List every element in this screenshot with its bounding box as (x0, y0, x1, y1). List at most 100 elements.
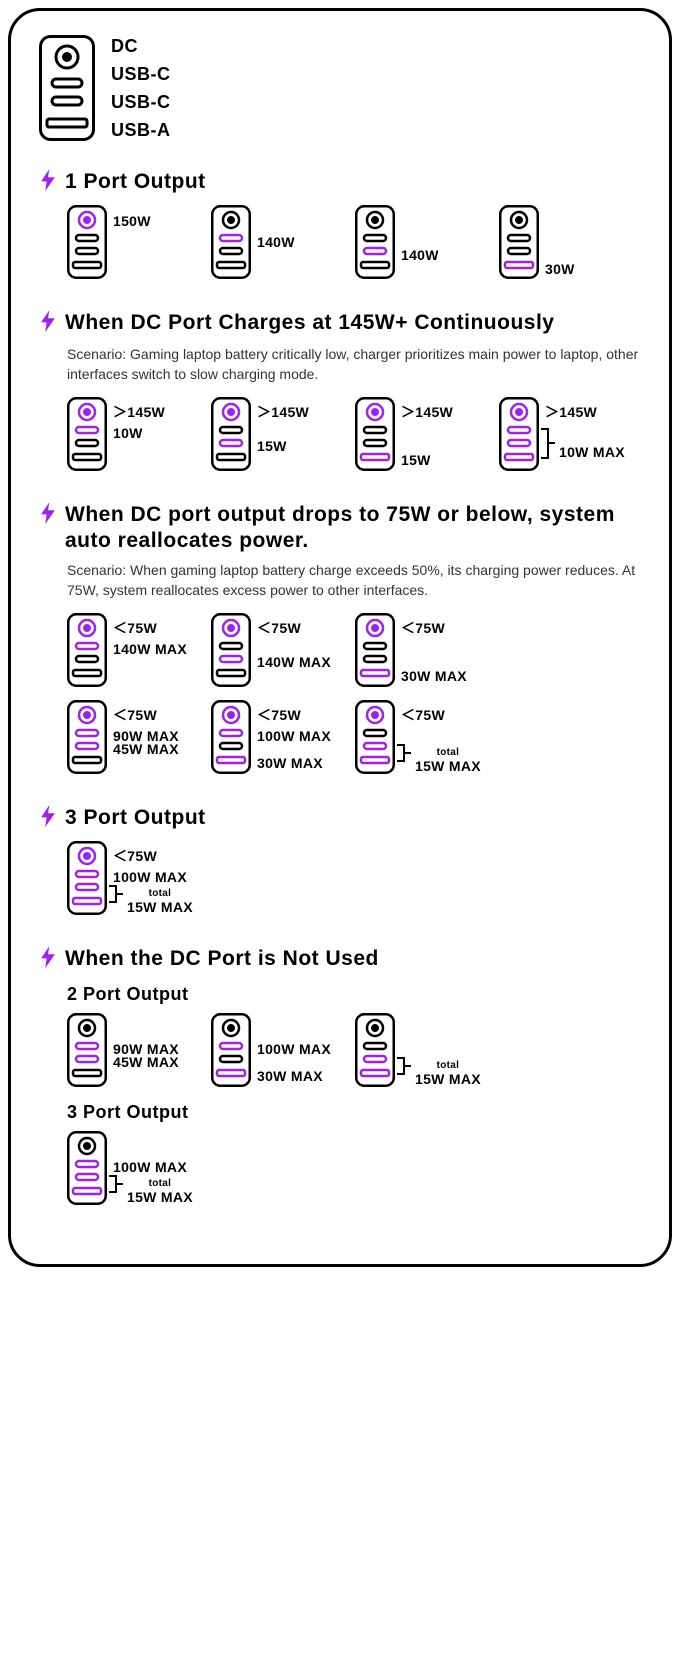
section-title: 1 Port Output (65, 169, 206, 195)
charger-labels: ＜75W140W MAX (257, 615, 327, 689)
charger-icon (211, 397, 251, 476)
bracket-tick (117, 893, 123, 895)
section: When the DC Port is Not Used 2 Port Outpu… (39, 946, 641, 1210)
charger-unit: ＞145W 15W (355, 397, 471, 476)
section: When DC port output drops to 75W or belo… (39, 502, 641, 779)
charger-unit: ＜75W140W MAX (67, 613, 183, 692)
wattage-label: 15W MAX (127, 1189, 193, 1207)
charger-row: 150W 140W 140W 30W (67, 205, 641, 284)
wattage-label: 150W (113, 213, 151, 231)
charger-unit: ＜75W140W MAX (211, 613, 327, 692)
bracket (397, 744, 405, 762)
charger-labels: 90W MAX45W MAX (113, 1015, 183, 1089)
charger-row: ＜75W100W MAXtotal15W MAX (67, 841, 641, 920)
wattage-label: ＞145W (257, 404, 309, 422)
charger-icon (355, 397, 395, 476)
bracket-tick (117, 1183, 123, 1185)
charger-labels: 140W (257, 208, 327, 282)
charger-unit: 90W MAX45W MAX (67, 1013, 183, 1092)
bracket-tick (405, 752, 411, 754)
section-title: 3 Port Output (65, 805, 206, 831)
wattage-label: 140W MAX (257, 654, 331, 672)
wattage-label: 100W MAX (113, 1159, 187, 1177)
charger-unit: 140W (355, 205, 471, 284)
charger-labels: ＜75W100W MAXtotal15W MAX (113, 843, 183, 917)
charger-unit: ＜75Wtotal15W MAX (355, 700, 471, 779)
charger-icon (499, 205, 539, 284)
charger-unit: ＜75W 30W MAX (355, 613, 471, 692)
section: 3 Port Output ＜75W100W MAXtotal15W MAX (39, 805, 641, 920)
total-label: total15W MAX (415, 747, 481, 775)
charger-icon (67, 613, 107, 692)
wattage-label: ＜75W (401, 707, 445, 725)
bolt-icon (39, 169, 57, 197)
legend-labels: DC USB-C USB-C USB-A (111, 37, 171, 139)
charger-row: 100W MAXtotal15W MAX (67, 1131, 641, 1210)
charger-labels: ＞145W 15W (401, 399, 471, 473)
legend-label-usbc2: USB-C (111, 93, 171, 111)
wattage-label: ＜75W (257, 620, 301, 638)
wattage-label: 45W MAX (113, 1054, 179, 1072)
infographic-card: DC USB-C USB-C USB-A 1 Port Output 150W 14… (8, 8, 672, 1267)
charger-icon (355, 613, 395, 692)
wattage-label: 15W (401, 452, 431, 470)
wattage-label: 30W (545, 261, 575, 279)
charger-unit: ＜75W90W MAX45W MAX (67, 700, 183, 779)
charger-icon (211, 205, 251, 284)
charger-labels: ＜75W 30W MAX (401, 615, 471, 689)
wattage-label: ＜75W (257, 707, 301, 725)
charger-icon (211, 1013, 251, 1092)
bracket (109, 1175, 117, 1193)
charger-labels: ＞145W10W (113, 399, 183, 473)
wattage-label: 10W (113, 425, 143, 443)
charger-icon (67, 205, 107, 284)
charger-unit: 30W (499, 205, 615, 284)
charger-unit: 140W (211, 205, 327, 284)
wattage-label: 30W MAX (257, 1068, 323, 1086)
bracket (397, 1057, 405, 1075)
bracket-tick (549, 442, 555, 444)
scenario-text: Scenario: Gaming laptop battery critical… (67, 344, 641, 385)
wattage-label: ＜75W (401, 620, 445, 638)
subsection-title: 3 Port Output (67, 1102, 641, 1123)
total-label: total15W MAX (127, 1178, 193, 1206)
section-heading: 3 Port Output (39, 805, 641, 833)
charger-unit: ＞145W 15W (211, 397, 327, 476)
charger-icon (67, 841, 107, 920)
charger-labels: 100W MAX30W MAX (257, 1015, 327, 1089)
wattage-label: 140W (257, 234, 295, 252)
bracket (541, 428, 549, 459)
section-title: When DC Port Charges at 145W+ Continuous… (65, 310, 554, 336)
wattage-label: 15W MAX (415, 758, 481, 776)
bracket-tick (405, 1065, 411, 1067)
wattage-label: 100W MAX (257, 1041, 331, 1059)
charger-unit: 150W (67, 205, 183, 284)
charger-labels: ＜75Wtotal15W MAX (401, 702, 471, 776)
bolt-icon (39, 310, 57, 338)
wattage-label: ＞145W (545, 404, 597, 422)
section: 1 Port Output 150W 140W 140W 30W (39, 169, 641, 284)
wattage-label: 100W MAX (257, 728, 331, 746)
subsection-title: 2 Port Output (67, 984, 641, 1005)
charger-icon (211, 613, 251, 692)
charger-labels: 100W MAXtotal15W MAX (113, 1133, 183, 1207)
wattage-label: 15W (257, 438, 287, 456)
wattage-label: 30W MAX (401, 668, 467, 686)
wattage-label: ＞145W (401, 404, 453, 422)
charger-labels: 150W (113, 208, 183, 282)
wattage-label: ＜75W (113, 620, 157, 638)
scenario-text: Scenario: When gaming laptop battery cha… (67, 560, 641, 601)
bolt-icon (39, 946, 57, 974)
section-title: When the DC Port is Not Used (65, 946, 379, 972)
bolt-icon (39, 805, 57, 833)
wattage-label: 100W MAX (113, 869, 187, 887)
section-title: When DC port output drops to 75W or belo… (65, 502, 641, 555)
charger-row: 90W MAX45W MAX100W MAX30W MAXtotal15W MA… (67, 1013, 641, 1092)
sections-container: 1 Port Output 150W 140W 140W 30W When DC Port… (39, 169, 641, 1210)
section-heading: When the DC Port is Not Used (39, 946, 641, 974)
wattage-label: ＜75W (113, 707, 157, 725)
section-heading: 1 Port Output (39, 169, 641, 197)
charger-unit: 100W MAXtotal15W MAX (67, 1131, 183, 1210)
legend: DC USB-C USB-C USB-A (39, 35, 641, 141)
wattage-label: 10W MAX (559, 444, 625, 462)
